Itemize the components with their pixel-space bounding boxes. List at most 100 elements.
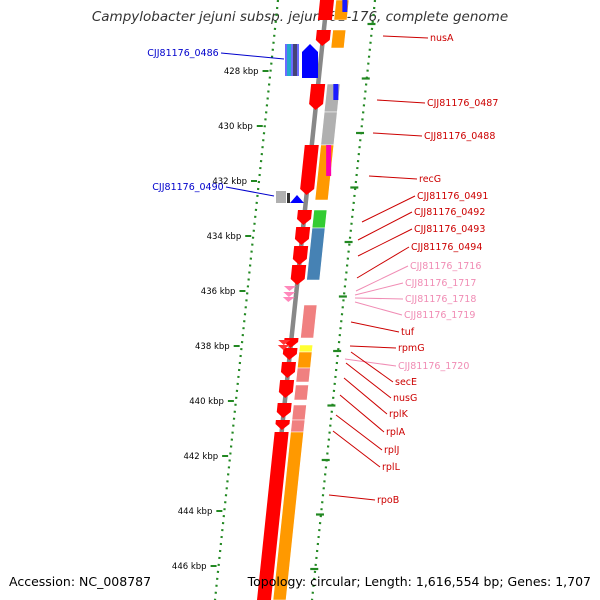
gene-label-right: CJJ81176_1720 [398,361,469,372]
map-title: Campylobacter jejuni subsp. jejuni 81-17… [91,9,509,25]
gc-dotted-line-left [213,0,280,600]
kbp-tick-label: 434 kbp [207,232,242,242]
gene-label-right: rplL [382,462,401,473]
forward-cds [317,0,334,20]
gc-dotted-line-right [310,0,377,600]
cds-band [306,227,326,281]
gene-label-connector [343,377,388,415]
genome-summary-text: Topology: circular; Length: 1,616,554 bp… [247,574,591,589]
reverse-cds-arrow [302,44,318,78]
gene-label-connector [376,99,426,104]
kbp-tick-label: 440 kbp [189,397,224,407]
cds-feature [333,84,339,100]
gene-label-right: CJJ81176_0494 [411,242,482,253]
reverse-cds-block [287,44,291,76]
gene-label-right: CJJ81176_1716 [410,261,481,272]
forward-cds [297,210,312,225]
gene-label-connector [220,52,285,60]
cds-band [298,344,314,353]
cds-band [297,351,313,369]
gene-label-right: CJJ81176_0492 [414,207,485,218]
forward-cds [278,380,295,398]
gene-label-right: nusG [393,393,417,404]
reverse-cds-block [287,193,290,203]
gene-label-connector [357,228,413,257]
forward-cds [309,84,326,110]
cds-feature [326,145,332,176]
small-cds-chevron [282,297,295,302]
gene-label-connector [225,186,275,197]
forward-cds [280,362,296,378]
kbp-tick-label: 438 kbp [195,342,230,352]
gene-label-right: CJJ81176_0491 [417,191,488,202]
gene-label-right: rplK [389,409,409,420]
forward-cds [275,420,290,430]
cds-band [295,367,311,383]
gene-label-connector [350,351,394,383]
forward-cds [294,227,311,245]
forward-cds [300,145,319,195]
gene-label-connector [335,414,383,451]
reverse-cds-arrow [290,195,304,203]
cds-band [311,209,328,229]
reverse-cds-block [293,44,297,76]
gene-label-right: CJJ81176_0487 [427,98,498,109]
gene-label-right: tuf [401,327,415,338]
small-cds-chevron [283,292,296,297]
gene-label-connector [328,494,376,501]
small-cds-chevron [283,286,296,291]
forward-cds [257,432,289,600]
forward-cds [315,30,331,46]
gene-label-connector [372,132,423,137]
gene-label-connector [345,362,392,399]
kbp-tick-label: 428 kbp [224,67,259,77]
gene-label-right: recG [419,174,441,185]
gene-label-connector [339,394,385,433]
gene-label-connector [354,282,404,296]
gene-label-connector [344,358,397,367]
cds-feature [342,0,348,12]
gene-label-connector [357,211,413,241]
gene-label-right: secE [395,377,417,388]
gene-label-connector [350,321,400,333]
cds-band [330,29,347,49]
gene-label-connector [355,265,409,292]
forward-cds [290,265,307,285]
forward-cds [276,403,292,418]
cds-band [320,111,338,146]
cds-band [300,304,318,339]
gene-label-connector [349,345,397,349]
cds-band [290,419,306,433]
kbp-tick-label: 446 kbp [172,562,207,572]
cds-band [291,404,307,421]
kbp-tick-label: 432 kbp [212,177,247,187]
kbp-tick-label: 442 kbp [183,452,218,462]
forward-cds [292,246,309,265]
gene-label-right: CJJ81176_1717 [405,278,476,289]
gene-label-right: CJJ81176_0488 [424,131,495,142]
gene-label-connector [361,195,416,223]
kbp-tick-label: 436 kbp [201,287,236,297]
gene-label-right: CJJ81176_1718 [405,294,476,305]
gene-label-connector [354,301,403,316]
gene-label-connector [382,35,429,39]
kbp-tick-label: 444 kbp [178,507,213,517]
gene-label-connector [368,175,418,180]
cds-band [272,431,304,600]
small-cds-chevron [277,345,290,350]
gene-label-right: rplA [386,427,406,438]
gene-label-connector [356,246,410,279]
small-cds-chevron [278,340,291,345]
gene-label-right: rplJ [384,445,399,456]
reverse-cds-block [276,191,286,203]
gene-label-right: CJJ81176_1719 [404,310,475,321]
gene-label-left: CJJ81176_0486 [147,48,218,59]
forward-cds [282,348,298,360]
accession-text: Accession: NC_008787 [9,574,152,589]
cds-band [293,384,309,401]
gene-label-connector [332,430,381,468]
gene-label-connector [354,297,404,300]
gene-label-left: CJJ81176_0490 [152,182,223,193]
gene-label-right: nusA [430,33,454,44]
